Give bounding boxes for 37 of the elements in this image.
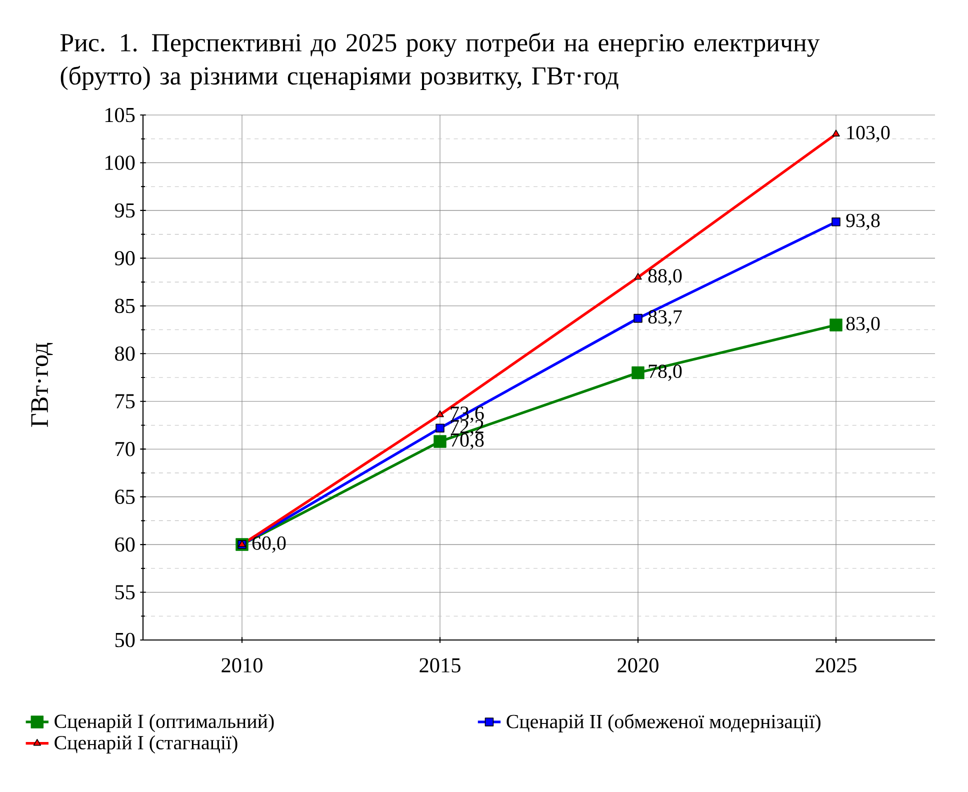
point (830, 318, 842, 332)
data-label: 60,0 (252, 536, 286, 553)
point (634, 314, 642, 323)
y-tick-label: 55 (115, 585, 135, 600)
point (632, 366, 644, 380)
point (436, 410, 444, 418)
legend-label: Сценарій I (стагнації) (54, 735, 238, 754)
y-tick-label: 105 (105, 108, 135, 122)
y-tick-label: 85 (115, 298, 135, 314)
x-tick-label: 2025 (816, 658, 856, 672)
y-tick-label: 100 (105, 156, 135, 170)
data-label: 78,0 (648, 364, 682, 381)
legend-label: Сценарій I (оптимальний) (54, 714, 274, 732)
point (832, 218, 840, 226)
y-tick-label: 70 (116, 442, 135, 456)
data-label: 88,0 (648, 269, 682, 286)
y-tick-label: 95 (114, 203, 135, 218)
point (434, 435, 446, 448)
point (832, 130, 840, 136)
y-tick-label: 50 (115, 632, 135, 648)
y-tick-label: 60 (115, 537, 135, 552)
chart-title: Рис. 1. Перспективні до 2025 року потреби на енергію електричну (брутто) за різними сценаріями розвитку, ГВт·год (60, 32, 820, 90)
data-label: 103,0 (847, 126, 890, 142)
x-tick-label: 2020 (618, 658, 658, 672)
data-label: 83,0 (846, 316, 880, 334)
data-label: 83,7 (648, 310, 682, 326)
y-tick-label: 80 (115, 346, 135, 361)
x-tick-label: 2015 (420, 658, 460, 672)
y-tick-label: 75 (116, 394, 135, 408)
point (634, 272, 642, 280)
legend-label: Сценарій II (обмеженої модернізації) (506, 714, 820, 732)
y-axis-title: ГВт·год (31, 342, 53, 427)
x-tick-label: 2010 (222, 658, 262, 672)
data-label: 93,8 (846, 214, 880, 230)
point (436, 424, 444, 432)
y-tick-label: 65 (115, 490, 135, 504)
y-tick-label: 90 (114, 251, 135, 266)
